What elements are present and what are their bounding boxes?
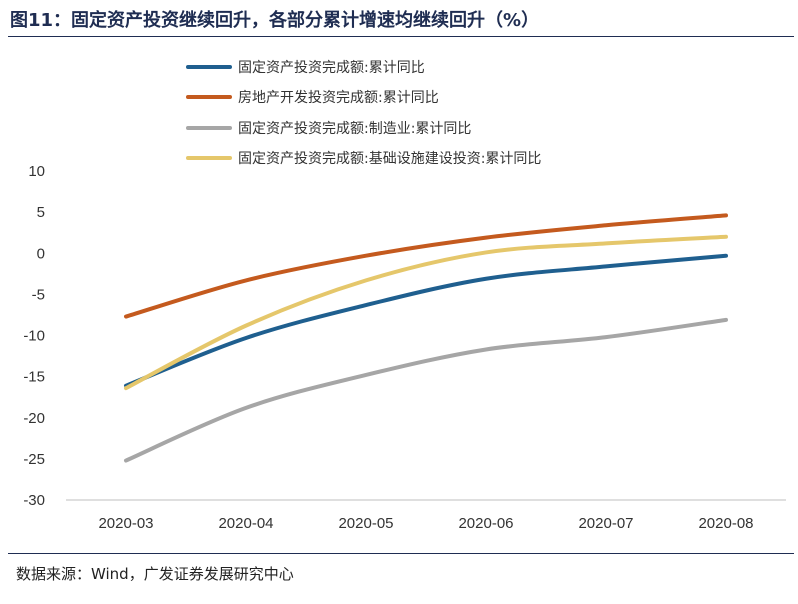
y-tick-label: -25 [23,451,45,468]
title-divider [8,36,794,37]
source-divider [8,553,794,554]
legend-label: 固定资产投资完成额:累计同比 [238,60,425,76]
series-line-3 [124,317,728,463]
y-tick-label: -5 [32,286,45,303]
legend: 固定资产投资完成额:累计同比房地产开发投资完成额:累计同比固定资产投资完成额:制… [186,60,541,167]
x-tick-label: 2020-07 [578,515,633,532]
series-line-1 [124,253,728,388]
y-tick-label: -30 [23,492,45,509]
x-tick-label: 2020-03 [98,515,153,532]
figure-title: 图11：固定资产投资继续回升，各部分累计增速均继续回升（%） [10,10,540,31]
x-axis-tick-labels: 2020-03 2020-04 2020-05 2020-06 2020-07 2020-… [98,515,753,532]
legend-label: 房地产开发投资完成额:累计同比 [238,90,439,106]
x-tick-label: 2020-08 [698,515,753,532]
x-tick-label: 2020-04 [218,515,273,532]
y-tick-label: 0 [37,245,45,262]
legend-label: 固定资产投资完成额:制造业:累计同比 [238,121,471,137]
line-chart: 固定资产投资完成额:累计同比房地产开发投资完成额:累计同比固定资产投资完成额:制… [23,60,786,532]
y-tick-label: -15 [23,369,45,386]
y-tick-label: -20 [23,410,45,427]
y-tick-label: -10 [23,328,45,345]
series-line-2 [124,213,728,319]
legend-label: 固定资产投资完成额:基础设施建设投资:累计同比 [238,150,541,167]
y-tick-label: 5 [37,204,45,221]
source-note: 数据来源：Wind，广发证券发展研究中心 [16,565,294,583]
y-tick-label: 10 [28,163,45,180]
series-line-4 [124,234,728,391]
x-tick-label: 2020-06 [458,515,513,532]
series-lines [124,213,728,463]
y-axis-tick-labels: 10 5 0 -5 -10 -15 -20 -25 -30 [23,163,45,509]
x-tick-label: 2020-05 [338,515,393,532]
